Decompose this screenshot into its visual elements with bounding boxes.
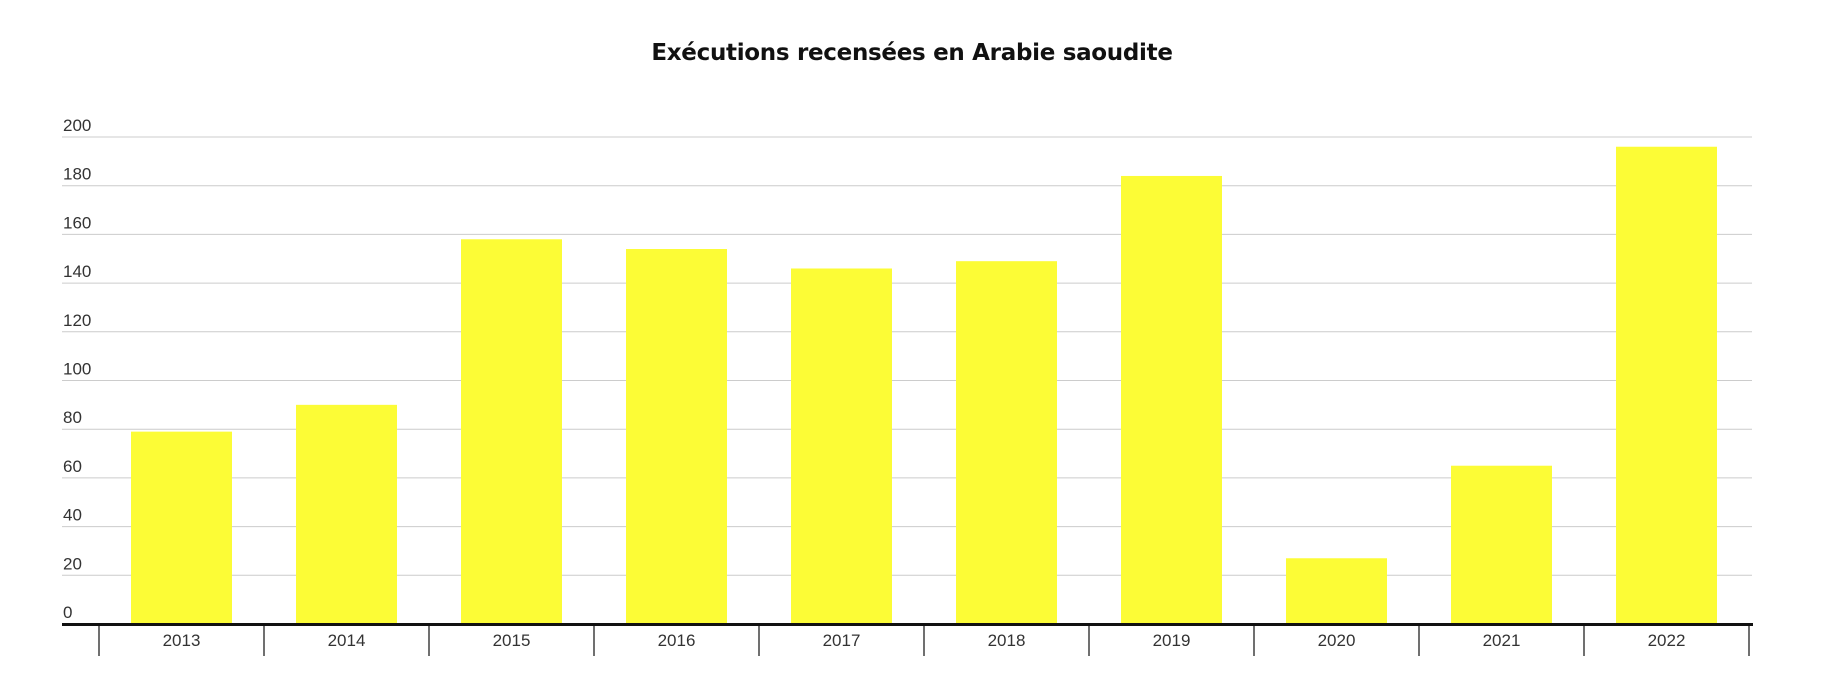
- bar-2013: [131, 431, 232, 624]
- x-tick-label: 2022: [1648, 631, 1686, 650]
- x-axis: 2013 2014 2015 2016 2017 2018 2019 2020 2021 2022: [62, 623, 1753, 656]
- x-tick-label: 2014: [328, 631, 366, 650]
- bar-2018: [956, 261, 1057, 624]
- bar-2022: [1616, 146, 1717, 625]
- y-tick-label: 160: [63, 213, 91, 232]
- y-tick-label: 120: [63, 311, 91, 330]
- bar-2021: [1451, 465, 1552, 624]
- x-tick-label: 2016: [658, 631, 696, 650]
- x-tick-label: 2020: [1318, 631, 1356, 650]
- bar-2016: [626, 249, 727, 624]
- y-axis-tick-labels: 0 20 40 60 80 100 120 140 160 180 200: [63, 116, 91, 622]
- y-tick-label: 0: [63, 603, 72, 622]
- y-tick-label: 100: [63, 360, 91, 379]
- x-tick-label: 2017: [823, 631, 861, 650]
- y-tick-label: 180: [63, 165, 91, 184]
- y-tick-label: 80: [63, 408, 82, 427]
- bar-2017: [791, 268, 892, 624]
- x-tick-label: 2018: [988, 631, 1026, 650]
- chart-title: Exécutions recensées en Arabie saoudite: [651, 40, 1173, 66]
- y-tick-label: 60: [63, 457, 82, 476]
- bar-2014: [296, 404, 397, 624]
- x-tick-label: 2019: [1153, 631, 1191, 650]
- x-tick-label: 2021: [1483, 631, 1521, 650]
- bar-2020: [1286, 558, 1387, 624]
- y-tick-label: 140: [63, 262, 91, 281]
- y-tick-label: 200: [63, 116, 91, 135]
- y-tick-label: 20: [63, 554, 82, 573]
- x-tick-label: 2015: [493, 631, 531, 650]
- bar-2015: [461, 239, 562, 624]
- x-tick-label: 2013: [163, 631, 201, 650]
- bars: [131, 146, 1717, 625]
- y-tick-label: 40: [63, 506, 82, 525]
- bar-2019: [1121, 175, 1222, 624]
